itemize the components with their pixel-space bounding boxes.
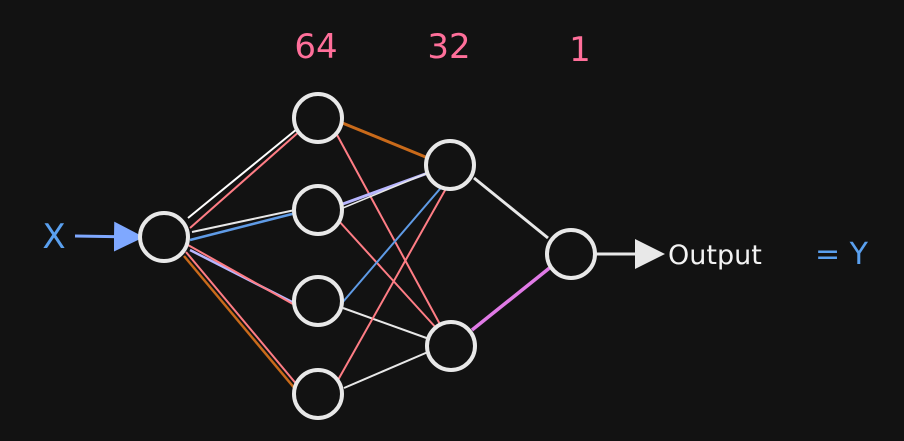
hidden1-node-3	[292, 275, 344, 327]
hidden2-node-2	[425, 320, 477, 372]
hidden1-node-2	[292, 184, 344, 236]
output-equals-y: = Y	[815, 237, 869, 272]
edges-hidden2-output	[470, 176, 554, 332]
layer-label-32: 32	[427, 27, 470, 67]
hidden2-node-1	[424, 139, 476, 191]
output-label: Output	[668, 240, 762, 271]
edges-input-hidden1	[183, 128, 302, 391]
layer-label-1: 1	[569, 30, 591, 70]
edges-hidden1-hidden2	[335, 120, 449, 389]
input-node	[138, 211, 190, 263]
hidden1-node-4	[292, 368, 344, 420]
input-arrow	[74, 221, 144, 252]
hidden1-node-1	[292, 92, 344, 144]
layer-label-64: 64	[294, 27, 337, 67]
output-node	[545, 228, 597, 280]
nodes	[138, 92, 597, 420]
input-label: X	[42, 217, 65, 257]
